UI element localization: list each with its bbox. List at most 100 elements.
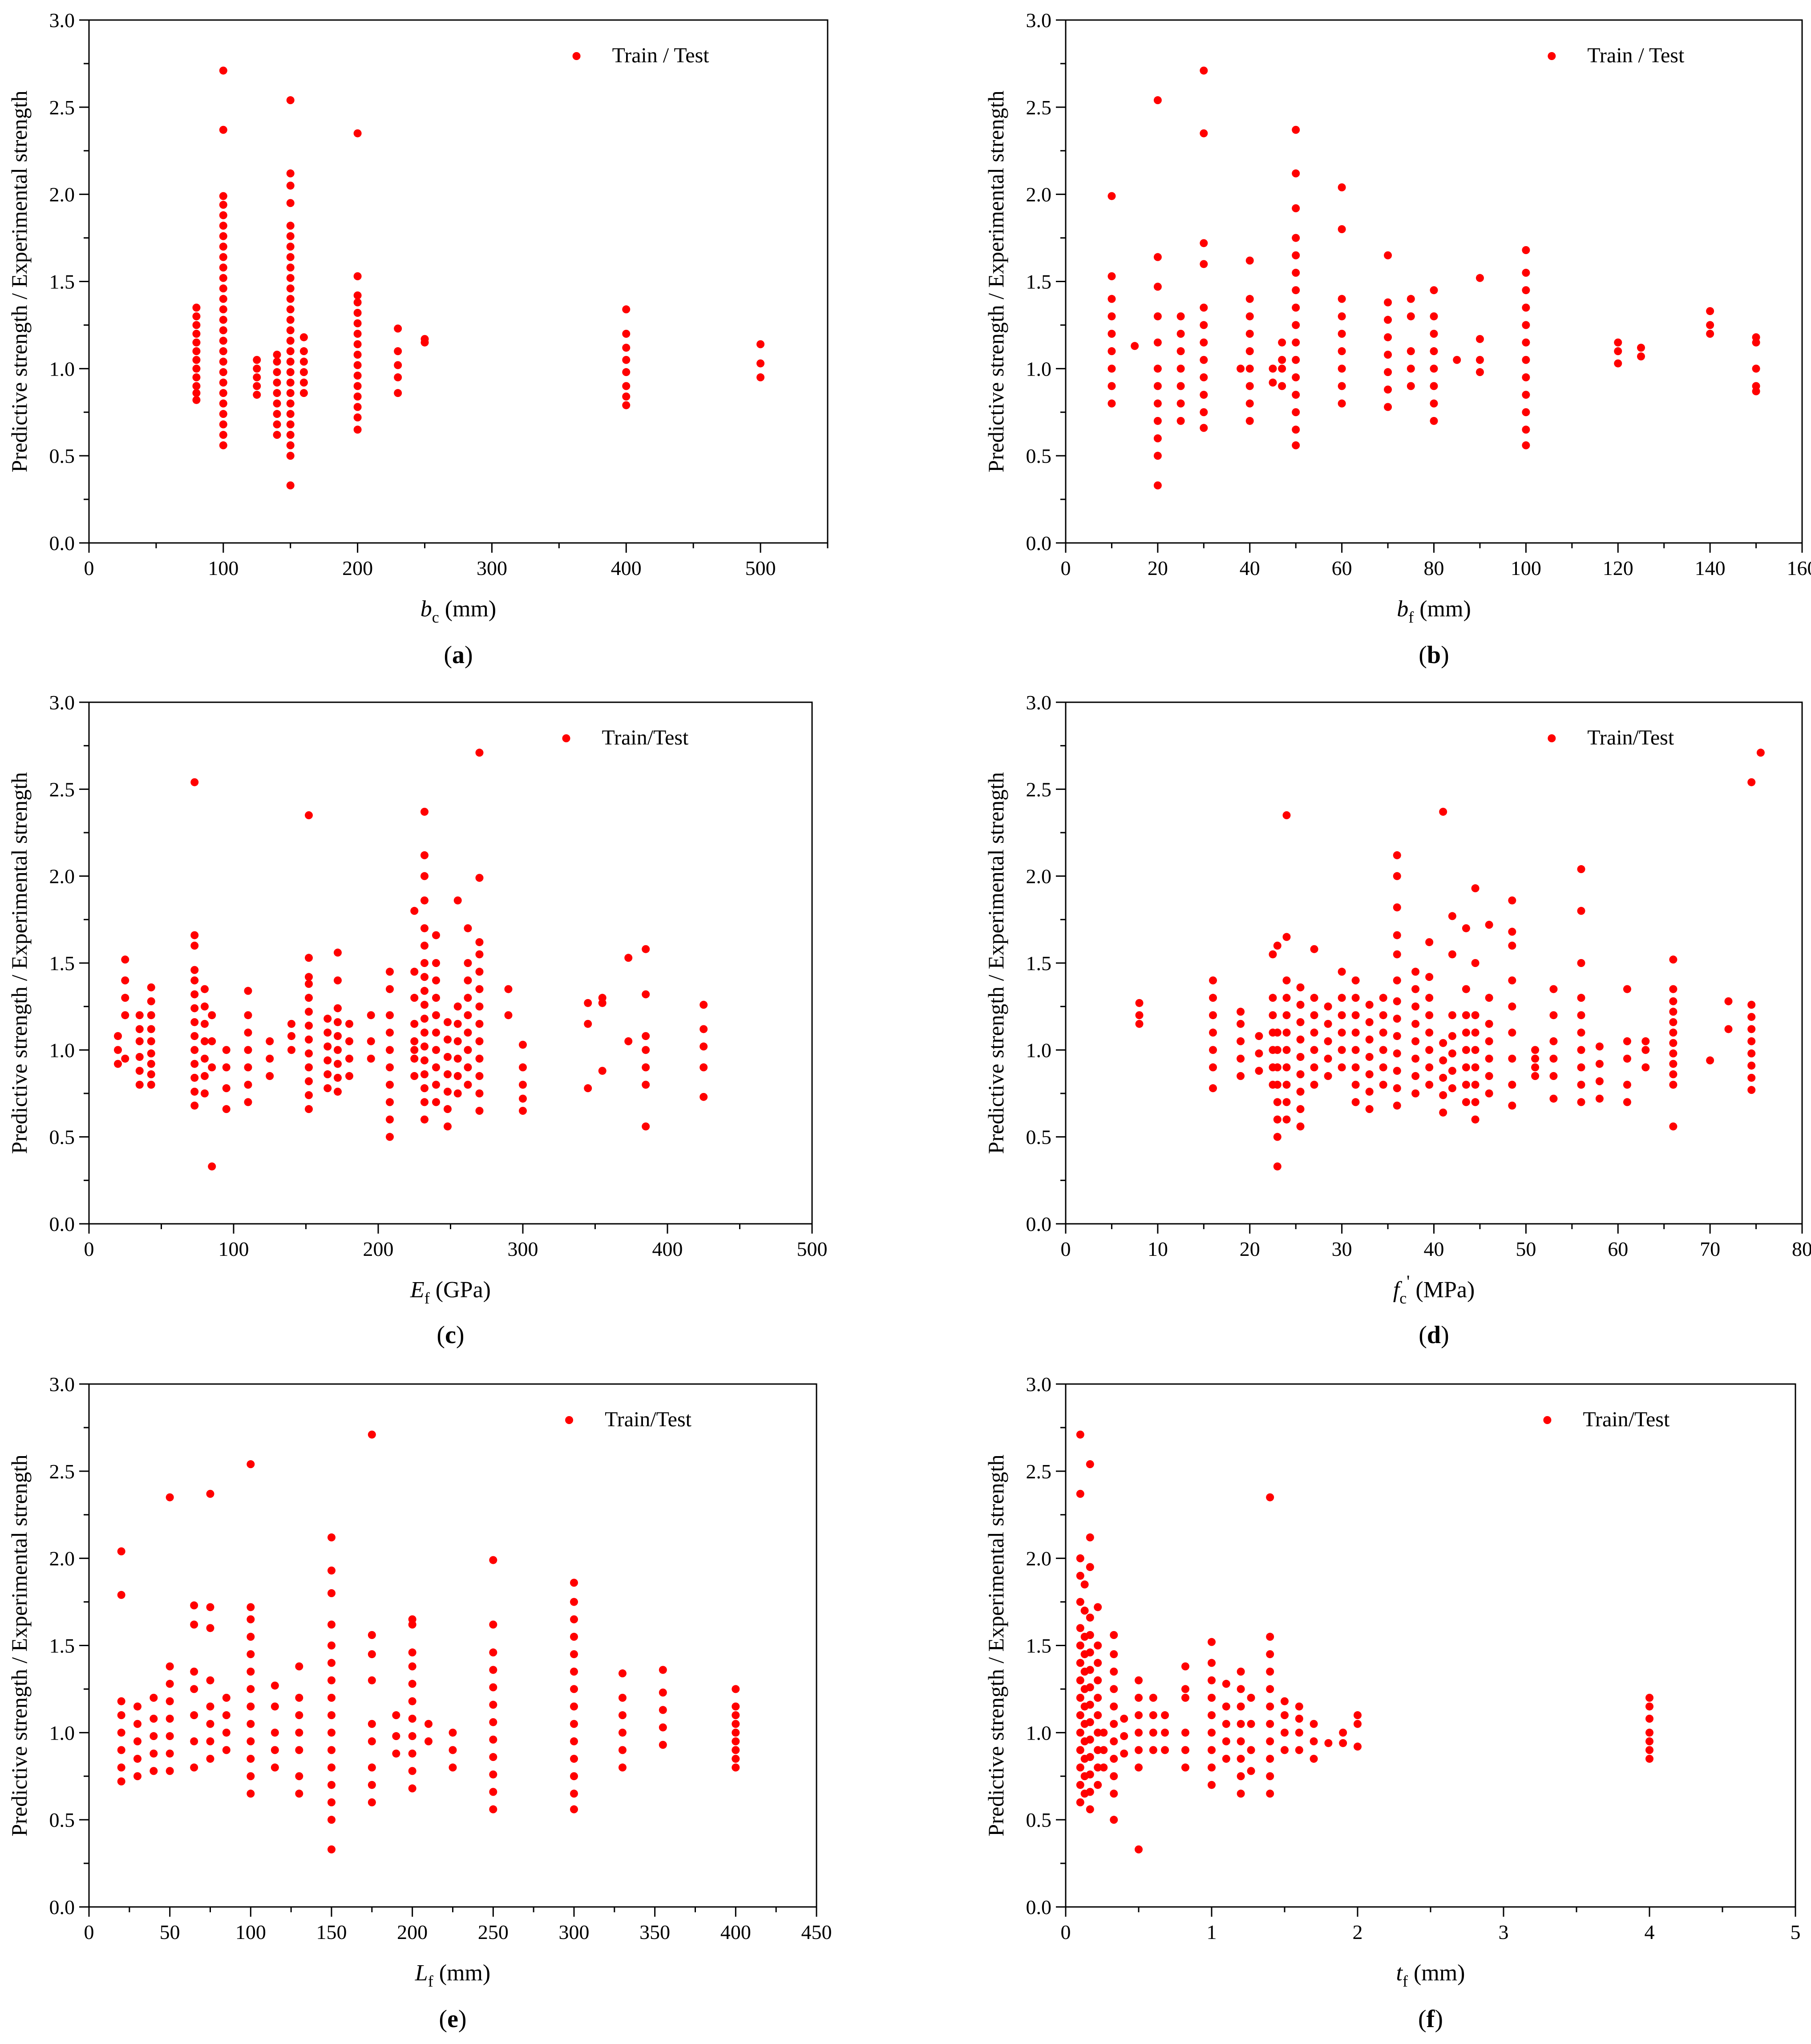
data-point bbox=[219, 357, 227, 366]
data-point bbox=[1273, 1098, 1281, 1106]
data-point bbox=[327, 1746, 336, 1754]
data-point bbox=[1237, 1668, 1245, 1676]
data-point bbox=[444, 1052, 452, 1061]
data-point bbox=[1354, 1742, 1362, 1751]
y-axis-label: Predictive strength / Experimental stren… bbox=[7, 772, 32, 1154]
panel-label-open: ( bbox=[444, 641, 452, 669]
data-point bbox=[1425, 1028, 1434, 1037]
data-point bbox=[286, 336, 295, 345]
data-point bbox=[392, 1732, 400, 1740]
data-point bbox=[273, 420, 281, 429]
data-point bbox=[1292, 408, 1300, 417]
data-point bbox=[1120, 1732, 1128, 1740]
data-point bbox=[1549, 1072, 1558, 1080]
panel-d: 0 10 20 30 40 50 60 70 80 0.0 0.5 1.0 1.5 2.0 2.5 3.0 Pr… bbox=[983, 691, 1811, 1349]
data-point bbox=[117, 1547, 125, 1555]
data-point bbox=[622, 401, 631, 409]
data-point bbox=[1292, 338, 1300, 347]
data-point bbox=[286, 284, 295, 293]
data-point bbox=[114, 1060, 122, 1068]
data-point bbox=[222, 1746, 230, 1754]
data-point bbox=[1108, 399, 1116, 408]
data-point bbox=[453, 1054, 462, 1063]
data-point bbox=[1448, 912, 1456, 920]
data-point bbox=[253, 364, 261, 373]
data-point bbox=[1296, 1122, 1305, 1131]
data-point bbox=[1153, 253, 1162, 261]
data-point bbox=[1747, 1013, 1756, 1021]
data-point bbox=[166, 1662, 174, 1671]
data-point bbox=[150, 1715, 158, 1723]
data-point bbox=[1076, 1554, 1084, 1562]
data-point bbox=[1508, 941, 1516, 950]
data-point bbox=[642, 990, 650, 999]
y-tick-label: 0.5 bbox=[1026, 1809, 1052, 1831]
panel-label: (b) bbox=[1419, 641, 1449, 669]
data-point bbox=[1365, 1018, 1374, 1026]
panel-label-letter: d bbox=[1427, 1321, 1441, 1349]
data-point bbox=[1669, 1018, 1678, 1026]
data-point bbox=[327, 1659, 336, 1667]
data-point bbox=[489, 1770, 497, 1779]
data-point bbox=[475, 1107, 484, 1115]
data-point bbox=[489, 1718, 497, 1726]
data-point bbox=[273, 351, 281, 359]
data-point bbox=[117, 1746, 125, 1754]
x-tick-label: 4 bbox=[1645, 1921, 1655, 1943]
data-point bbox=[475, 950, 484, 959]
data-point bbox=[1310, 1720, 1318, 1728]
data-point bbox=[286, 441, 295, 449]
data-point bbox=[1411, 1002, 1420, 1011]
data-point bbox=[386, 1115, 394, 1124]
data-point bbox=[1485, 921, 1493, 929]
data-point bbox=[1641, 1046, 1650, 1054]
data-point bbox=[1393, 1084, 1401, 1093]
data-point bbox=[642, 1122, 650, 1131]
data-point bbox=[219, 284, 227, 293]
data-point bbox=[1292, 391, 1300, 399]
data-point bbox=[150, 1767, 158, 1775]
data-point bbox=[222, 1105, 230, 1113]
data-point bbox=[286, 243, 295, 251]
data-point bbox=[1439, 1108, 1447, 1117]
data-point bbox=[1471, 884, 1480, 893]
data-point bbox=[286, 389, 295, 397]
data-point bbox=[345, 1020, 353, 1028]
data-point bbox=[444, 1122, 452, 1131]
data-point bbox=[368, 1781, 376, 1789]
data-point bbox=[1296, 1070, 1305, 1079]
data-point bbox=[489, 1683, 497, 1692]
data-point bbox=[1393, 851, 1401, 859]
y-tick-label: 2.0 bbox=[49, 865, 75, 888]
data-point bbox=[475, 1072, 484, 1080]
data-point bbox=[410, 907, 419, 915]
panel-label-letter: f bbox=[1427, 2005, 1435, 2033]
x-tick-label: 100 bbox=[208, 557, 239, 579]
data-point bbox=[1439, 808, 1447, 816]
data-point bbox=[618, 1669, 627, 1678]
data-point bbox=[1411, 1054, 1420, 1063]
legend-marker bbox=[1548, 734, 1556, 742]
x-tick-label: 10 bbox=[1148, 1238, 1168, 1260]
data-point bbox=[570, 1598, 578, 1606]
data-point bbox=[1407, 312, 1415, 320]
data-point bbox=[286, 274, 295, 282]
data-point bbox=[1645, 1737, 1653, 1745]
data-point bbox=[1094, 1746, 1102, 1754]
data-point bbox=[1623, 1054, 1631, 1063]
data-point bbox=[1108, 192, 1116, 200]
data-point bbox=[150, 1749, 158, 1758]
data-point bbox=[1475, 356, 1484, 364]
y-tick-label: 0.0 bbox=[49, 532, 75, 555]
data-point bbox=[295, 1694, 303, 1702]
data-point bbox=[208, 1011, 216, 1020]
data-point bbox=[327, 1589, 336, 1597]
data-point bbox=[1292, 286, 1300, 295]
data-point bbox=[353, 129, 362, 138]
data-point bbox=[287, 1046, 295, 1054]
data-point bbox=[475, 1020, 484, 1028]
data-point bbox=[1237, 1072, 1245, 1080]
data-point bbox=[1411, 1089, 1420, 1097]
data-point bbox=[219, 431, 227, 439]
data-point bbox=[253, 356, 261, 364]
